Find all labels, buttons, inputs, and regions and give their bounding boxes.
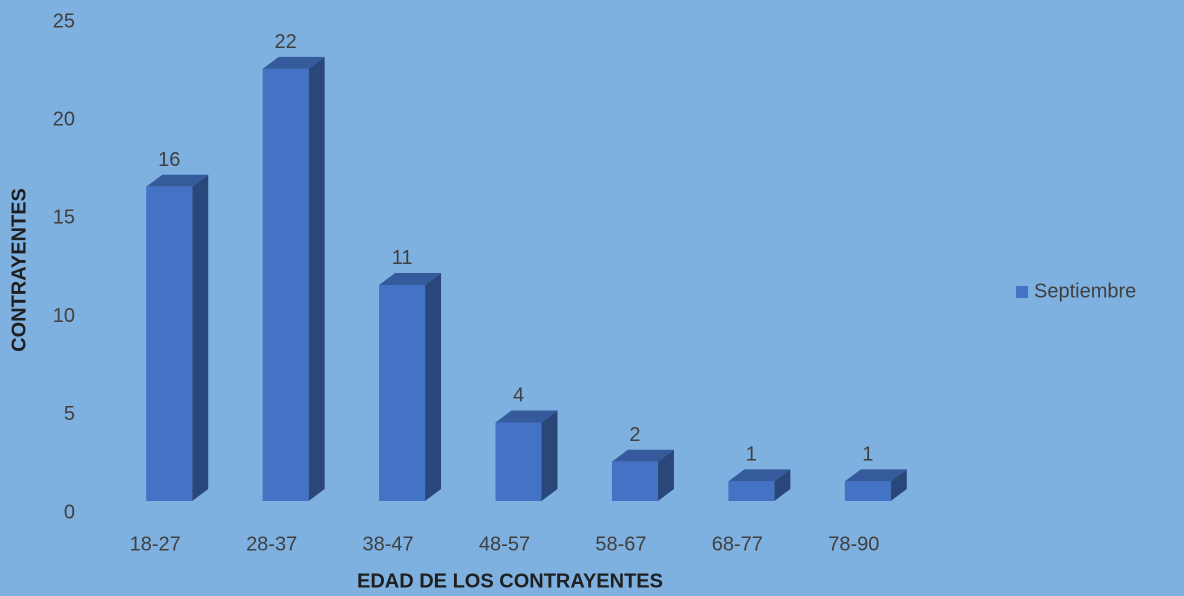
y-tick-label: 15: [53, 207, 75, 229]
legend-label: Septiembre: [1034, 280, 1136, 302]
bar-top: [495, 410, 558, 423]
x-tick-label: 78-90: [828, 533, 879, 555]
bar-side: [425, 272, 442, 501]
legend-swatch: [1016, 286, 1028, 298]
bar-side: [890, 469, 907, 501]
bar: [379, 272, 442, 501]
bar-front: [611, 461, 658, 501]
bar: [611, 449, 674, 501]
y-axis-title: CONTRAYENTES: [8, 188, 30, 352]
data-label: 2: [629, 424, 640, 446]
bar-front: [262, 68, 309, 502]
x-tick-label: 28-37: [246, 533, 297, 555]
data-label: 4: [513, 385, 524, 407]
bar-top: [379, 272, 442, 285]
y-tick-label: 20: [53, 108, 75, 130]
bar-front: [495, 422, 542, 501]
data-label: 1: [746, 444, 757, 466]
bar: [146, 174, 209, 501]
bar-front: [844, 481, 891, 501]
y-tick-label: 5: [64, 403, 75, 425]
bar-front: [728, 481, 775, 501]
bar-side: [774, 469, 791, 501]
bar-front: [379, 284, 426, 501]
x-axis-title: EDAD DE LOS CONTRAYENTES: [357, 570, 663, 592]
bar: [728, 469, 791, 501]
data-label: 1: [862, 444, 873, 466]
bar-top: [611, 449, 674, 462]
bar-top: [146, 174, 209, 187]
bar-side: [541, 410, 558, 501]
x-tick-label: 58-67: [595, 533, 646, 555]
bar-side: [308, 56, 325, 502]
bar-top: [728, 469, 791, 482]
data-label: 16: [158, 149, 180, 171]
y-tick-label: 0: [64, 501, 75, 523]
bar-front: [146, 186, 193, 501]
y-tick-label: 10: [53, 305, 75, 327]
bar-side: [192, 174, 209, 501]
bar: [844, 469, 907, 501]
bar-top: [262, 56, 325, 69]
x-tick-label: 48-57: [479, 533, 530, 555]
x-tick-label: 18-27: [130, 533, 181, 555]
bar: [262, 56, 325, 502]
x-tick-label: 38-47: [362, 533, 413, 555]
bar-top: [844, 469, 907, 482]
data-label: 11: [392, 247, 413, 269]
bar-side: [657, 449, 674, 501]
x-tick-label: 68-77: [712, 533, 763, 555]
data-label: 22: [275, 31, 297, 53]
y-tick-label: 25: [53, 10, 75, 32]
bar: [495, 410, 558, 501]
